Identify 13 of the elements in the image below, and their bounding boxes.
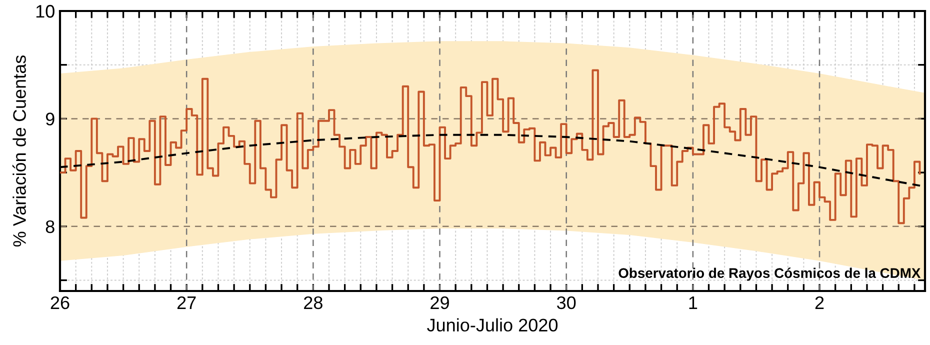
- x-tick-label: 30: [556, 296, 576, 310]
- y-axis-title: % Variación de Cuentas: [12, 55, 26, 247]
- y-tick-label: 9: [46, 112, 54, 126]
- x-axis-title: Junio-Julio 2020: [427, 318, 558, 332]
- x-tick-label: 27: [177, 296, 196, 309]
- y-tick-label: 8: [46, 220, 54, 234]
- y-tick-label: 10: [36, 4, 54, 18]
- x-tick-label: 28: [304, 296, 322, 310]
- x-tick-label: 1: [689, 296, 698, 309]
- x-tick-label: 26: [50, 296, 70, 310]
- x-tick-label: 29: [430, 296, 449, 310]
- annotation: Observatorio de Rayos Cósmicos de la CDMX: [618, 268, 921, 281]
- x-tick-label: 2: [815, 296, 824, 309]
